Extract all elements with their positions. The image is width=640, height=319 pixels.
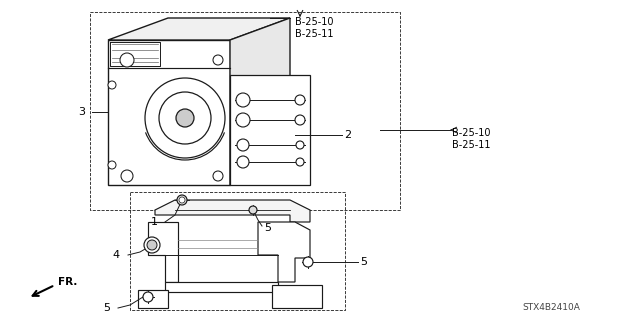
Text: 2: 2 [344, 130, 351, 140]
Circle shape [236, 113, 250, 127]
Polygon shape [230, 75, 310, 185]
Polygon shape [155, 200, 310, 222]
Circle shape [145, 78, 225, 158]
Text: 4: 4 [113, 250, 120, 260]
Circle shape [249, 206, 257, 214]
Circle shape [108, 161, 116, 169]
Circle shape [237, 139, 249, 151]
Circle shape [159, 92, 211, 144]
Text: 5: 5 [103, 303, 110, 313]
Polygon shape [108, 18, 290, 40]
Text: STX4B2410A: STX4B2410A [522, 303, 580, 313]
Circle shape [303, 257, 313, 267]
Circle shape [108, 81, 116, 89]
Text: 1: 1 [151, 217, 158, 227]
Polygon shape [148, 222, 178, 282]
Polygon shape [165, 282, 278, 292]
Circle shape [147, 240, 157, 250]
Text: 3: 3 [78, 107, 85, 117]
Circle shape [236, 93, 250, 107]
Circle shape [237, 156, 249, 168]
Circle shape [179, 197, 185, 203]
Circle shape [176, 109, 194, 127]
Text: B-25-10
B-25-11: B-25-10 B-25-11 [452, 128, 490, 150]
Circle shape [296, 141, 304, 149]
Circle shape [295, 115, 305, 125]
Circle shape [121, 170, 133, 182]
Circle shape [213, 171, 223, 181]
Circle shape [143, 292, 153, 302]
Polygon shape [272, 285, 322, 308]
Circle shape [177, 195, 187, 205]
Circle shape [213, 55, 223, 65]
Text: B-25-10
B-25-11: B-25-10 B-25-11 [295, 17, 333, 40]
Polygon shape [108, 40, 230, 185]
Polygon shape [230, 18, 290, 185]
Polygon shape [258, 222, 310, 282]
Text: FR.: FR. [58, 277, 77, 287]
Polygon shape [138, 290, 168, 308]
Circle shape [296, 158, 304, 166]
Circle shape [144, 237, 160, 253]
Text: 5: 5 [360, 257, 367, 267]
Circle shape [120, 53, 134, 67]
Text: 5: 5 [264, 223, 271, 233]
Circle shape [295, 95, 305, 105]
